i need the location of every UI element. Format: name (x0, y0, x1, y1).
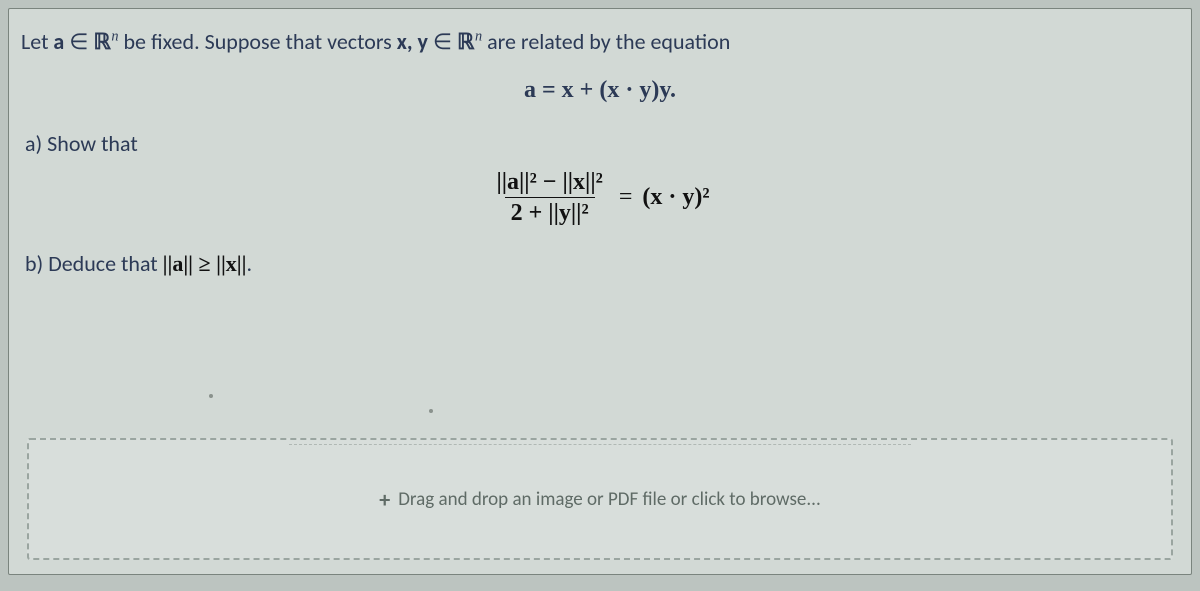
dropzone-text: Drag and drop an image or PDF file or cl… (398, 488, 821, 511)
intro-prefix: Let (21, 28, 53, 55)
sym-Rn1: ℝ (93, 29, 111, 54)
sup-n1: n (111, 29, 118, 45)
intro-mid: be fixed. Suppose that vectors (119, 28, 397, 55)
sym-Rn2: ℝ (457, 29, 475, 54)
question-panel: Let a ∈ ℝn be fixed. Suppose that vector… (8, 8, 1192, 575)
eq2-rhs: (x · y)² (642, 184, 709, 211)
part-b-suffix: . (246, 250, 252, 277)
sym-xy: x, y (397, 28, 428, 55)
part-b: b) Deduce that ||a|| ≥ ||x||. (25, 250, 1179, 277)
plus-icon: + (379, 486, 390, 513)
part-b-prefix: b) Deduce that (25, 250, 163, 277)
elem1: ∈ (64, 28, 93, 55)
scan-artifact (429, 409, 433, 413)
eq1-text: a = x + (x · y)y. (524, 77, 676, 103)
sym-a: a (53, 28, 64, 55)
eq2-denominator: 2 + ||y||² (505, 197, 595, 226)
equation-1: a = x + (x · y)y. (21, 77, 1179, 104)
scan-artifact (209, 394, 213, 398)
eq2-equals: = (619, 184, 633, 211)
equation-2: ||a||² − ||x||² 2 + ||y||² = (x · y)² (21, 169, 1179, 227)
eq2-numerator: ||a||² − ||x||² (490, 169, 608, 197)
part-b-ineq: ||a|| ≥ ||x|| (163, 251, 247, 276)
dropzone-top-edge (289, 444, 911, 447)
part-a-label: a) Show that (25, 130, 1179, 157)
elem2: ∈ (428, 28, 457, 55)
eq2-fraction: ||a||² − ||x||² 2 + ||y||² (490, 169, 608, 227)
intro-text: Let a ∈ ℝn be fixed. Suppose that vector… (21, 27, 1179, 57)
file-dropzone[interactable]: + Drag and drop an image or PDF file or … (27, 438, 1173, 560)
intro-tail: are related by the equation (482, 28, 730, 55)
